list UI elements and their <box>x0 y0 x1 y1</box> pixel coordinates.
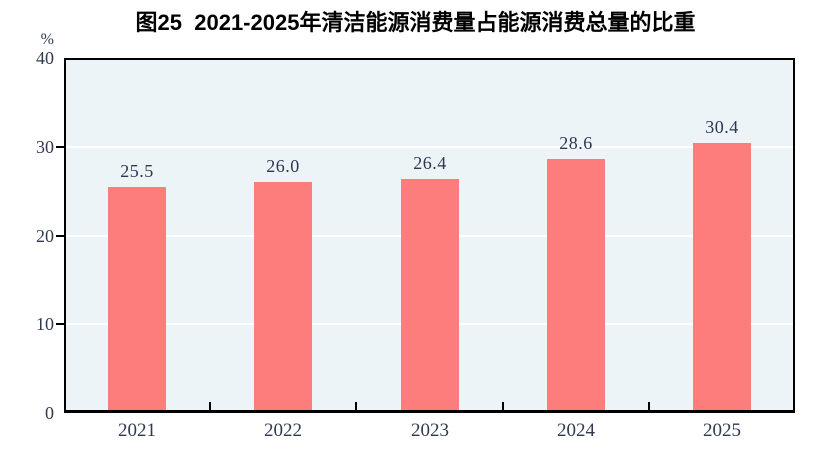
bar-2023 <box>401 179 459 413</box>
bar-value-label-2024: 28.6 <box>559 133 593 153</box>
x-tick-label-2021: 2021 <box>118 420 156 441</box>
y-tick-label-0: 0 <box>45 403 54 423</box>
y-axis-tick-10 <box>56 323 64 326</box>
x-tick-label-2024: 2024 <box>557 420 595 441</box>
x-axis-tick-2 <box>355 402 357 412</box>
x-axis-tick-4 <box>648 402 650 412</box>
y-tick-label-10: 10 <box>36 314 54 335</box>
y-tick-label-40: 40 <box>36 48 54 68</box>
x-tick-label-2025: 2025 <box>703 420 741 441</box>
x-tick-label-2022: 2022 <box>264 420 302 441</box>
y-axis-unit-label: % <box>40 31 54 48</box>
bar-2021 <box>108 187 166 413</box>
bar-value-label-2023: 26.4 <box>413 153 447 173</box>
bar-2025 <box>693 143 751 413</box>
bar-value-label-2022: 26.0 <box>266 156 300 176</box>
x-axis-tick-3 <box>502 402 504 412</box>
x-axis-tick-1 <box>209 402 211 412</box>
bar-value-label-2021: 25.5 <box>120 161 154 181</box>
bar-2024 <box>547 159 605 413</box>
x-tick-label-2023: 2023 <box>411 420 449 441</box>
y-axis-tick-20 <box>56 234 64 237</box>
bar-2022 <box>254 182 312 413</box>
bar-value-label-2025: 30.4 <box>705 117 739 137</box>
gridline-30 <box>66 145 793 148</box>
y-axis-tick-30 <box>56 145 64 148</box>
chart-title: 图25 2021-2025年清洁能源消费量占能源消费总量的比重 <box>135 10 696 35</box>
y-tick-label-30: 30 <box>36 136 54 157</box>
y-tick-label-20: 20 <box>36 225 54 246</box>
